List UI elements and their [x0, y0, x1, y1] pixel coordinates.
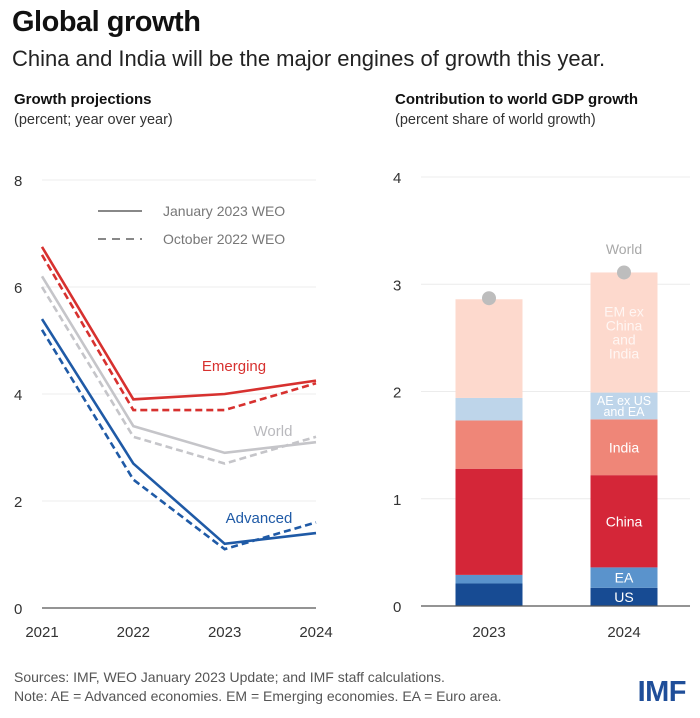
annotation-emerging: Emerging — [202, 358, 266, 375]
y-tick-label: 0 — [393, 599, 401, 616]
world-marker-label: World — [606, 241, 642, 257]
y-tick-label: 2 — [14, 494, 22, 511]
abbreviations-note: Note: AE = Advanced economies. EM = Emer… — [14, 688, 502, 704]
y-tick-label: 1 — [393, 492, 401, 509]
y-tick-label: 6 — [14, 280, 22, 297]
imf-logo: IMF — [637, 676, 687, 708]
world-marker — [617, 265, 631, 280]
y-tick-label: 2 — [393, 385, 401, 402]
series-line-advanced-oct2022 — [40, 329, 317, 551]
segment-label: India — [609, 346, 640, 362]
series-line-world-oct2022 — [40, 286, 317, 465]
bar-segment-us — [590, 587, 658, 606]
annotation-world: World — [254, 423, 293, 440]
left-chart-title: Growth projections — [14, 91, 152, 108]
growth-projections-chart: 0 2 4 6 8 2021 2022 2023 2024 January 2023 WEO Oct… — [14, 173, 333, 641]
legend-label: October 2022 WEO — [163, 231, 285, 247]
x-tick-label: 2021 — [25, 624, 58, 641]
left-chart-subtitle: (percent; year over year) — [14, 112, 173, 128]
legend-label: January 2023 WEO — [163, 203, 285, 219]
bar-segment-em-ex-china-and-india — [455, 299, 523, 398]
series-line-emerging-oct2022 — [40, 254, 317, 412]
right-chart-title: Contribution to world GDP growth — [395, 91, 639, 108]
segment-label: US — [614, 589, 633, 605]
bar-segment-ea — [455, 574, 523, 584]
bar-segment-india — [455, 420, 523, 469]
series-line-world-jan2023 — [40, 275, 317, 455]
right-chart-subtitle: (percent share of world growth) — [395, 112, 596, 128]
y-tick-label: 8 — [14, 173, 22, 190]
segment-label: and — [612, 332, 635, 348]
x-tick-label: 2024 — [607, 624, 640, 641]
x-tick-label: 2023 — [472, 624, 505, 641]
bar-segment-ea — [590, 567, 658, 588]
segment-label: India — [609, 439, 640, 455]
segment-label: China — [606, 513, 643, 529]
bar-segment-ae-ex-us-and-ea — [455, 397, 523, 421]
bar-segment-us — [455, 583, 523, 606]
page-subtitle: China and India will be the major engine… — [12, 46, 606, 71]
series-line-advanced-jan2023 — [40, 318, 317, 546]
y-tick-label: 0 — [14, 601, 22, 618]
sources-note: Sources: IMF, WEO January 2023 Update; a… — [14, 669, 445, 685]
segment-label: EM ex — [604, 304, 644, 320]
series-line-emerging-jan2023 — [40, 246, 317, 401]
bar-segment-em-ex-china-and-india — [590, 272, 658, 393]
bar-segment-ae-ex-us-and-ea — [590, 392, 658, 420]
y-tick-label: 3 — [393, 277, 401, 294]
x-tick-label: 2022 — [117, 624, 150, 641]
page-title: Global growth — [12, 6, 201, 38]
y-tick-label: 4 — [393, 170, 401, 187]
x-tick-label: 2023 — [208, 624, 241, 641]
segment-label: China — [606, 318, 643, 334]
segment-label: AE ex US — [597, 394, 651, 408]
x-tick-label: 2024 — [299, 624, 332, 641]
annotation-advanced: Advanced — [226, 510, 293, 527]
bar-segment-china — [455, 468, 523, 575]
world-marker — [482, 291, 496, 306]
segment-label: and EA — [603, 405, 645, 419]
y-tick-label: 4 — [14, 387, 22, 404]
segment-label: EA — [615, 570, 634, 586]
bar-segment-india — [590, 419, 658, 476]
bar-segment-china — [590, 475, 658, 568]
